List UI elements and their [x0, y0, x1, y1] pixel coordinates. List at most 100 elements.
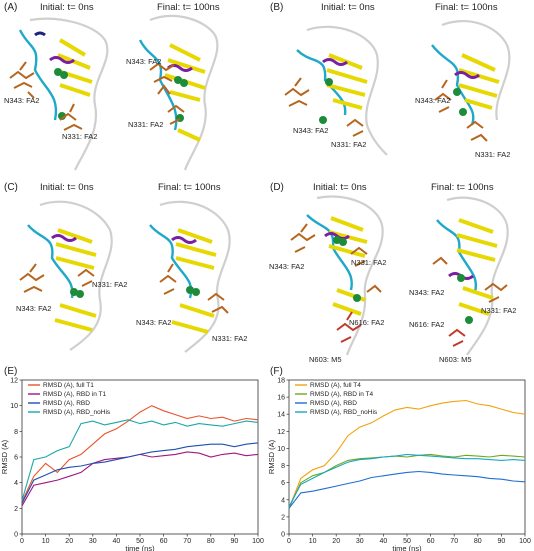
x-tick-label: 10: [42, 538, 50, 545]
x-tick-label: 90: [498, 538, 506, 545]
x-axis-label: time (ns): [392, 544, 422, 551]
final-title: Final: t= 100ns: [158, 182, 221, 193]
y-tick-label: 14: [277, 412, 285, 419]
series-line: [288, 470, 526, 509]
protein-structure-initial: [9, 15, 219, 171]
y-tick-label: 2: [281, 514, 285, 521]
annotation-label: N331: FA2: [331, 140, 367, 149]
annotation-label: N616: FA2: [349, 318, 385, 327]
annotation-label: N331: FA2: [481, 306, 517, 315]
annotation-label: N343: FA2: [136, 318, 172, 327]
panel-label: (A): [4, 2, 18, 13]
x-tick-label: 0: [20, 538, 24, 545]
y-tick-label: 8: [14, 429, 18, 436]
y-tick-label: 16: [277, 395, 285, 402]
legend-entry: RMSD (A), RBD_noHis: [310, 409, 378, 416]
legend-entry: RMSD (A), RBD_noHis: [43, 409, 111, 416]
glycan-initial: [9, 61, 83, 131]
x-tick-label: 90: [231, 538, 239, 545]
glycan-final: [149, 62, 185, 125]
legend-entry: RMSD (A), RBD: [310, 400, 357, 407]
annotation-label: N603: M5: [309, 355, 342, 364]
x-tick-label: 30: [89, 538, 97, 545]
x-tick-label: 50: [403, 538, 411, 545]
annotation-label: N603: M5: [439, 355, 472, 364]
protein-structure-initial: [284, 20, 511, 156]
annotation-label: N343: FA2: [269, 262, 305, 271]
x-tick-label: 60: [427, 538, 435, 545]
series-line: [288, 453, 526, 507]
final-title: Final: t= 100ns: [431, 182, 494, 193]
annotation-label: N331: FA2: [475, 150, 511, 159]
annotation-label: N331: FA2: [62, 132, 98, 141]
y-tick-label: 4: [14, 480, 18, 487]
annotation-label: N331: FA2: [212, 334, 248, 343]
chart-label-f: (F): [270, 366, 283, 377]
series-line: [21, 442, 259, 504]
legend-entry: RMSD (A), full T1: [43, 382, 94, 389]
y-tick-label: 18: [277, 378, 285, 385]
annotation-label: N331: FA2: [351, 258, 387, 267]
panel-label: (D): [270, 182, 284, 193]
y-tick-label: 0: [281, 532, 285, 539]
panel-label: (B): [270, 2, 284, 13]
series-line: [288, 399, 526, 509]
y-tick-label: 0: [14, 532, 18, 539]
x-tick-label: 70: [183, 538, 191, 545]
y-tick-label: 12: [277, 429, 285, 436]
y-tick-label: 10: [277, 446, 285, 453]
y-tick-label: 10: [10, 403, 18, 410]
y-axis-label: RMSD (A): [267, 439, 276, 474]
initial-title: Initial: t= 0ns: [313, 182, 367, 193]
x-tick-label: 50: [136, 538, 144, 545]
initial-title: Initial: t= 0ns: [40, 2, 94, 13]
panel-label: (C): [4, 182, 18, 193]
annotation-label: N343: FA2: [126, 57, 162, 66]
final-title: Final: t= 100ns: [435, 2, 498, 13]
x-tick-label: 30: [356, 538, 364, 545]
y-tick-label: 12: [10, 378, 18, 385]
ribbon-final: [138, 15, 219, 171]
annotation-label: N343: FA2: [16, 304, 52, 313]
initial-title: Initial: t= 0ns: [40, 182, 94, 193]
x-tick-label: 80: [474, 538, 482, 545]
annotation-label: N331: FA2: [92, 280, 128, 289]
y-tick-label: 2: [14, 506, 18, 513]
legend-entry: RMSD (A), RBD in T1: [43, 391, 106, 398]
series-line: [21, 451, 259, 507]
x-tick-label: 80: [207, 538, 215, 545]
x-tick-label: 70: [450, 538, 458, 545]
protein-structure-initial: [290, 195, 509, 356]
y-tick-label: 4: [281, 497, 285, 504]
x-tick-label: 40: [380, 538, 388, 545]
series-line: [21, 405, 259, 503]
x-tick-label: 100: [252, 538, 264, 545]
x-axis-label: time (ns): [125, 544, 155, 551]
y-tick-label: 6: [14, 455, 18, 462]
y-tick-label: 6: [281, 480, 285, 487]
legend-entry: RMSD (A), RBD: [43, 400, 90, 407]
initial-title: Initial: t= 0ns: [321, 2, 375, 13]
final-title: Final: t= 100ns: [157, 2, 220, 13]
series-line: [288, 453, 526, 509]
annotation-label: N331: FA2: [128, 120, 164, 129]
legend-entry: RMSD (A), full T4: [310, 382, 361, 389]
panel-a: (A) Initial: t= 0ns Final: t= 100ns: [0, 0, 267, 178]
x-tick-label: 10: [309, 538, 317, 545]
x-tick-label: 60: [160, 538, 168, 545]
annotation-label: N343: FA2: [4, 96, 40, 105]
y-axis-label: RMSD (A): [0, 439, 9, 474]
panel-c: (C) Initial: t= 0ns Final: t= 100ns N331…: [0, 180, 267, 360]
x-tick-label: 0: [287, 538, 291, 545]
x-tick-label: 20: [65, 538, 73, 545]
legend-entry: RMSD (A), RBD in T4: [310, 391, 373, 398]
annotation-label: N616: FA2: [409, 320, 445, 329]
rmsd-chart-f: 0 10 20 30 40 50 60 70 80 90 100 0 2 4 6 8 10 12 14 16 18 tim…: [267, 378, 531, 551]
rmsd-chart-e: 0 10 20 30 40 50 60 70 80 90 100 0 2 4 6 8 10 12 time (ns)…: [0, 378, 264, 551]
y-tick-label: 8: [281, 463, 285, 470]
protein-structure-initial: [19, 200, 231, 353]
panel-d: (D) Initial: t= 0ns Final: t= 100ns: [267, 180, 534, 364]
ribbon-initial: [18, 17, 109, 171]
annotation-label: N343: FA2: [409, 288, 445, 297]
x-tick-label: 40: [113, 538, 121, 545]
